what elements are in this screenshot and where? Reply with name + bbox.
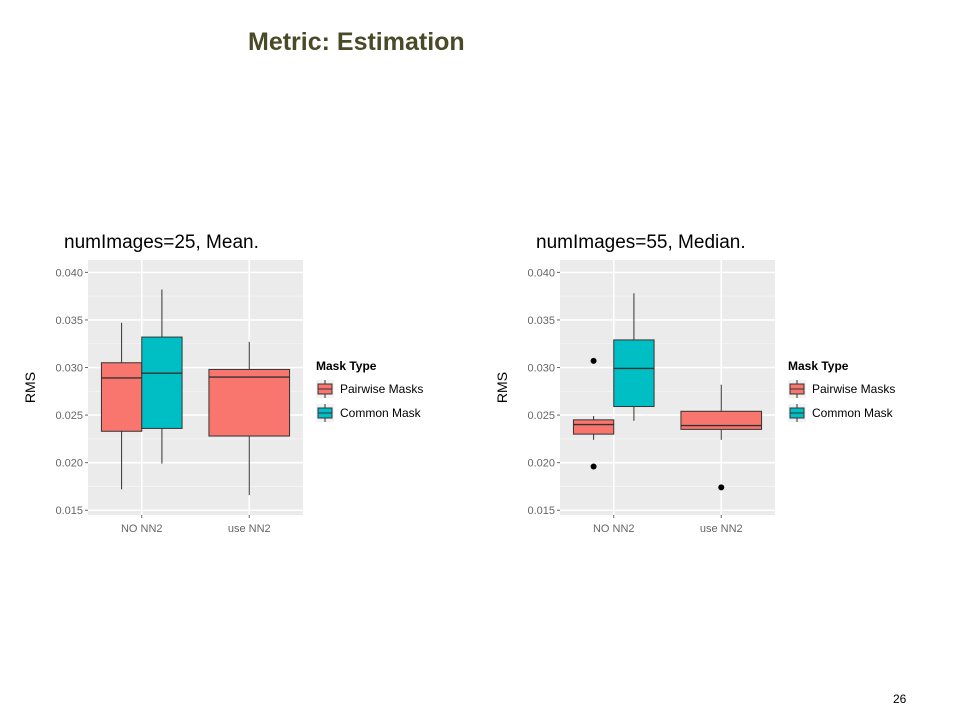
chart-right-ytick-label: 0.035	[527, 315, 555, 327]
chart-right-ylabel: RMS	[494, 372, 510, 403]
chart-right-panel	[560, 260, 775, 515]
chart-right-ytick-label: 0.020	[527, 458, 555, 470]
chart-right-legend-label-common: Common Mask	[812, 406, 894, 420]
chart-left-ylabel: RMS	[22, 372, 38, 403]
chart-left-legend-title: Mask Type	[316, 359, 377, 373]
chart-right-ytick-label: 0.015	[527, 505, 555, 517]
boxplot-chart-left: numImages=25, Mean. 0.015 0.020 0.025 0.030 0…	[22, 232, 423, 535]
chart-left-box-no-nn2-common	[141, 336, 183, 429]
chart-left-legend-label-pairwise: Pairwise Masks	[340, 382, 423, 396]
chart-right-box-no-nn2-pairwise-outlier	[590, 357, 597, 364]
chart-right-box-use-nn2-pairwise	[680, 410, 763, 430]
chart-right-legend-label-pairwise: Pairwise Masks	[812, 382, 895, 396]
chart-left-ytick-label: 0.030	[55, 363, 83, 375]
chart-right-box-no-nn2-pairwise	[572, 419, 615, 435]
chart-right-ytick-label: 0.025	[527, 410, 555, 422]
chart-right-title: numImages=55, Median.	[536, 232, 746, 253]
chart-right-ytick-label: 0.030	[527, 363, 555, 375]
chart-left-ytick-label: 0.015	[55, 505, 83, 517]
chart-left-xtick-label: use NN2	[228, 523, 271, 535]
chart-right-box-use-nn2-pairwise-outlier	[718, 484, 725, 491]
boxplot-chart-right: numImages=55, Median. 0.015 0.020 0.025 0.03…	[494, 232, 895, 535]
chart-left-ytick-label: 0.020	[55, 458, 83, 470]
chart-right-box-no-nn2-pairwise-outlier	[590, 463, 597, 470]
chart-right-xtick-label: use NN2	[700, 523, 743, 535]
page-number: 26	[893, 692, 907, 706]
chart-left-legend-label-common: Common Mask	[340, 406, 422, 420]
chart-left-title: numImages=25, Mean.	[64, 232, 259, 253]
chart-left-ytick-label: 0.040	[55, 267, 83, 279]
chart-right-xtick-label: NO NN2	[593, 523, 635, 535]
chart-left-box-no-nn2-pairwise	[100, 362, 143, 432]
chart-right-legend-title: Mask Type	[788, 359, 849, 373]
chart-left-ytick-label: 0.025	[55, 410, 83, 422]
chart-right-box-no-nn2-common	[613, 339, 655, 408]
chart-left-ytick-label: 0.035	[55, 315, 83, 327]
chart-left-xtick-label: NO NN2	[121, 523, 163, 535]
slide-title: Metric: Estimation	[248, 28, 465, 56]
chart-right-ytick-label: 0.040	[527, 267, 555, 279]
chart-left-box-use-nn2-pairwise	[208, 368, 291, 437]
